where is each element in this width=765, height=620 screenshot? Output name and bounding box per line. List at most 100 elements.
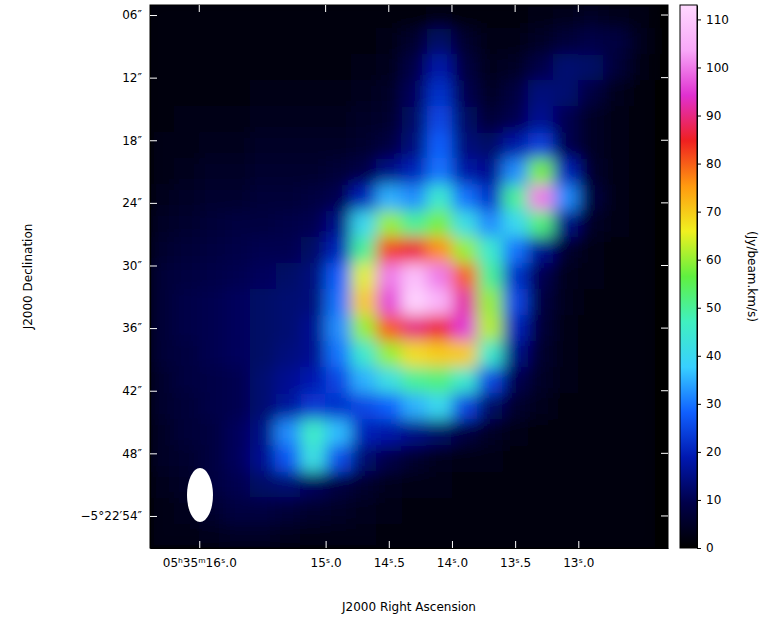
heatmap-cell <box>326 419 352 446</box>
heatmap-cell <box>150 106 175 133</box>
y-tick-mark <box>150 203 157 204</box>
y-tick-mark-right <box>661 453 668 454</box>
colorbar-tick: 0 <box>697 541 714 555</box>
heatmap-cell <box>452 419 478 446</box>
heatmap-cell <box>528 132 554 159</box>
heatmap-cell <box>199 524 225 548</box>
heatmap-cell <box>553 393 579 420</box>
x-tick-mark <box>452 541 453 548</box>
heatmap-cell <box>452 132 478 159</box>
heatmap-cell <box>150 472 175 499</box>
heatmap-cell <box>275 419 301 446</box>
heatmap-cell <box>225 524 251 548</box>
heatmap-cell <box>502 80 528 107</box>
heatmap-cell <box>553 315 579 342</box>
heatmap-cell <box>578 341 604 368</box>
heatmap-cell <box>553 5 579 29</box>
heatmap-cell <box>376 498 402 525</box>
heatmap-cell <box>604 446 630 473</box>
heatmap-cell <box>452 5 478 29</box>
heatmap-cell <box>150 524 175 548</box>
x-tick-mark <box>199 541 200 548</box>
x-tick-mark <box>389 541 390 548</box>
heatmap-cell <box>401 28 427 55</box>
heatmap-cell <box>326 132 352 159</box>
heatmap-cell <box>250 237 276 264</box>
heatmap-cell <box>351 106 377 133</box>
y-tick-mark <box>150 265 157 266</box>
heatmap-cell <box>225 472 251 499</box>
heatmap-cell <box>401 341 427 368</box>
colorbar-axis: 0102030405060708090100110 <box>697 6 729 556</box>
heatmap-cell <box>199 132 225 159</box>
heatmap-cell <box>250 106 276 133</box>
heatmap-cell <box>376 5 402 29</box>
heatmap-cell <box>225 159 251 186</box>
colorbar-tick-label: 80 <box>706 157 721 171</box>
heatmap-cell <box>401 237 427 264</box>
heatmap-cell <box>376 106 402 133</box>
heatmap-cell <box>326 185 352 212</box>
heatmap-cell <box>604 315 630 342</box>
heatmap-cell <box>351 211 377 238</box>
heatmap-cell <box>300 5 326 29</box>
heatmap-cell <box>225 132 251 159</box>
heatmap-cell <box>275 524 301 548</box>
heatmap-cell <box>250 132 276 159</box>
heatmap-cell <box>300 315 326 342</box>
heatmap-cell <box>629 237 655 264</box>
heatmap-cell <box>150 185 175 212</box>
heatmap-cell <box>477 367 503 394</box>
y-tick-label: 24″ <box>122 196 142 210</box>
heatmap-cell <box>376 159 402 186</box>
heatmap-cell <box>528 263 554 290</box>
heatmap-cell <box>199 54 225 81</box>
heatmap-cell <box>477 132 503 159</box>
colorbar: 0102030405060708090100110 <box>680 5 729 555</box>
heatmap-cell <box>300 524 326 548</box>
heatmap-cell <box>250 419 276 446</box>
heatmap-cell <box>629 5 655 29</box>
y-tick-label: 48″ <box>122 447 142 461</box>
heatmap-cell <box>502 472 528 499</box>
heatmap-cell <box>300 419 326 446</box>
heatmap-cell <box>275 472 301 499</box>
heatmap-cell <box>604 393 630 420</box>
x-tick-label: 14ˢ.5 <box>374 556 405 570</box>
heatmap-cell <box>477 498 503 525</box>
heatmap-cell <box>528 80 554 107</box>
y-tick-mark <box>150 516 157 517</box>
chart: 05ʰ35ᵐ16ˢ.015ˢ.014ˢ.514ˢ.013ˢ.513ˢ.006″1… <box>0 0 765 620</box>
heatmap-cell <box>502 289 528 316</box>
heatmap-cell <box>376 446 402 473</box>
heatmap-cell <box>326 263 352 290</box>
heatmap-cell <box>401 106 427 133</box>
heatmap-cell <box>351 367 377 394</box>
heatmap-cell <box>351 185 377 212</box>
heatmap-cell <box>427 5 453 29</box>
heatmap-cell <box>401 524 427 548</box>
heatmap-cell <box>553 54 579 81</box>
x-tick: 05ʰ35ᵐ16ˢ.0 <box>163 541 237 570</box>
heatmap-cell <box>326 211 352 238</box>
colorbar-ramp <box>680 5 697 548</box>
heatmap-cell <box>477 80 503 107</box>
heatmap-cell <box>174 315 200 342</box>
heatmap-cell <box>427 289 453 316</box>
heatmap-cell <box>427 498 453 525</box>
heatmap-cell <box>477 446 503 473</box>
colorbar-tick-label: 40 <box>706 349 721 363</box>
heatmap-cell <box>452 367 478 394</box>
heatmap-cell <box>604 159 630 186</box>
heatmap-cell <box>275 132 301 159</box>
heatmap-cell <box>351 28 377 55</box>
heatmap-cell <box>150 446 175 473</box>
x-tick-mark <box>515 541 516 548</box>
heatmap-cell <box>604 80 630 107</box>
heatmap-cell <box>174 289 200 316</box>
heatmap-cell <box>604 524 630 548</box>
heatmap-cell <box>502 5 528 29</box>
heatmap-cell <box>528 185 554 212</box>
heatmap-cell <box>604 289 630 316</box>
heatmap-cell <box>502 315 528 342</box>
